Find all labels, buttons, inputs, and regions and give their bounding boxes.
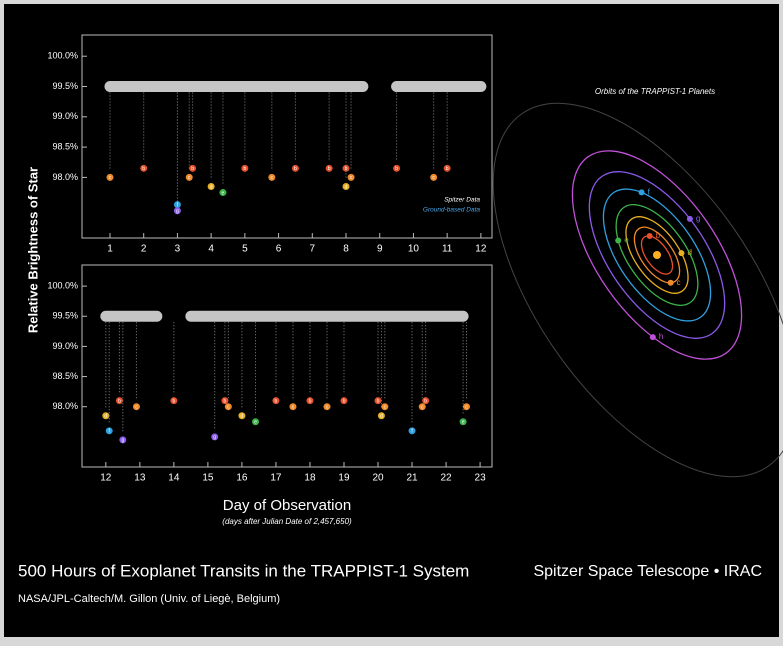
x-tick-label: 10	[408, 244, 420, 255]
y-tick-label: 99.5%	[52, 81, 78, 91]
mission: Spitzer Space Telescope • IRAC	[533, 563, 762, 580]
x-tick-label: 1	[107, 244, 113, 255]
transit-planet-label: b	[191, 166, 194, 172]
x-tick-label: 11	[442, 244, 453, 255]
x-axis-label: Day of Observation	[223, 497, 351, 514]
x-tick-label: 14	[168, 473, 180, 484]
orbits-title: Orbits of the TRAPPIST-1 Planets	[595, 87, 715, 96]
transit-planet-label: b	[446, 166, 449, 172]
x-tick-label: 12	[475, 244, 487, 255]
transit-planet-label: d	[345, 184, 348, 190]
transit-planet-label: e	[462, 420, 465, 426]
transit-planet-label: d	[210, 184, 213, 190]
transit-planet-label: b	[424, 398, 427, 404]
x-tick-label: 8	[343, 244, 349, 255]
transit-planet-label: b	[395, 166, 398, 172]
x-tick-label: 3	[175, 244, 181, 255]
transit-planet-label: b	[275, 398, 278, 404]
x-tick-label: 17	[270, 473, 282, 484]
y-tick-label: 98.0%	[52, 172, 78, 182]
x-tick-label: 16	[236, 473, 248, 484]
x-tick-label: 7	[310, 244, 316, 255]
transit-planet-label: e	[222, 190, 225, 196]
transit-planet-label: d	[241, 414, 244, 420]
infographic: Relative Brightness of Star Day of Obser…	[0, 0, 783, 641]
x-axis-note: (days after Julian Date of 2,457,650)	[222, 517, 352, 526]
x-tick-label: 6	[276, 244, 282, 255]
x-tick-label: 18	[304, 473, 316, 484]
credit: NASA/JPL-Caltech/M. Gillon (Univ. of Lie…	[18, 593, 280, 605]
transit-planet-label: b	[309, 398, 312, 404]
x-tick-label: 12	[100, 473, 112, 484]
planet	[615, 237, 621, 243]
x-tick-label: 21	[406, 473, 418, 484]
planet-label: c	[677, 278, 681, 287]
y-tick-label: 100.0%	[47, 51, 78, 61]
transit-planet-label: g	[121, 438, 124, 444]
x-tick-label: 20	[372, 473, 384, 484]
transit-planet-label: d	[380, 414, 383, 420]
legend-entry: Ground-based Data	[423, 207, 480, 214]
planet	[687, 216, 693, 222]
x-tick-label: 5	[242, 244, 248, 255]
planet	[650, 334, 656, 340]
y-axis-label: Relative Brightness of Star	[25, 167, 40, 333]
y-tick-label: 98.5%	[52, 371, 78, 381]
y-tick-label: 100.0%	[47, 280, 78, 290]
transit-planet-label: b	[142, 166, 145, 172]
transit-planet-label: b	[377, 398, 380, 404]
planet	[668, 280, 674, 286]
title: 500 Hours of Exoplanet Transits in the T…	[18, 561, 469, 580]
transit-planet-label: b	[118, 398, 121, 404]
planet-label: h	[659, 332, 663, 341]
transit-planet-label: b	[172, 398, 175, 404]
transit-planet-label: b	[243, 166, 246, 172]
y-tick-label: 98.0%	[52, 401, 78, 411]
x-tick-label: 9	[377, 244, 383, 255]
x-tick-label: 15	[202, 473, 214, 484]
transit-planet-label: b	[343, 398, 346, 404]
x-tick-label: 4	[208, 244, 214, 255]
planet-label: g	[696, 214, 700, 223]
x-tick-label: 23	[475, 473, 487, 484]
x-tick-label: 2	[141, 244, 147, 255]
transit-planet-label: g	[213, 435, 216, 441]
legend-entry: Spitzer Data	[444, 197, 480, 204]
transit-planet-label: e	[254, 420, 257, 426]
x-tick-label: 19	[338, 473, 350, 484]
planet-label: e	[624, 236, 629, 245]
y-tick-label: 99.0%	[52, 341, 78, 351]
planet	[639, 189, 645, 195]
y-tick-label: 98.5%	[52, 141, 78, 151]
star	[653, 251, 661, 259]
planet	[678, 250, 684, 256]
x-tick-label: 22	[441, 473, 453, 484]
transit-planet-label: d	[104, 414, 107, 420]
transit-planet-label: g	[176, 209, 179, 215]
planet	[647, 233, 653, 239]
y-tick-label: 99.0%	[52, 111, 78, 121]
transit-planet-label: b	[328, 166, 331, 172]
y-tick-label: 99.5%	[52, 311, 78, 321]
x-tick-label: 13	[134, 473, 146, 484]
transit-planet-label: b	[294, 166, 297, 172]
